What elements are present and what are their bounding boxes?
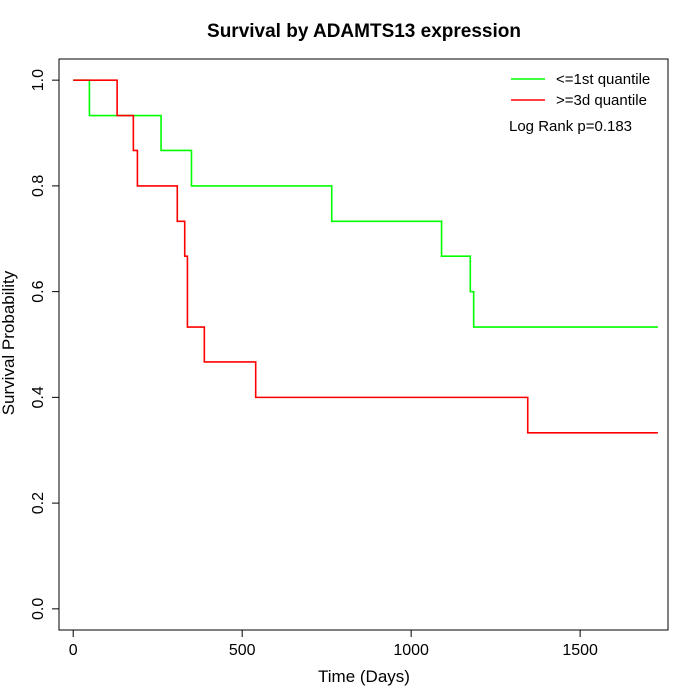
y-tick-label: 0.8 — [30, 175, 47, 197]
x-axis: 0 500 1000 1500 — [69, 629, 598, 659]
y-tick-label: 0.2 — [30, 492, 47, 514]
plot-frame — [58, 58, 669, 631]
x-tick-label: 500 — [229, 642, 256, 659]
series-line-2 — [73, 79, 658, 434]
legend-label-series-2: >=3d quantile — [556, 92, 647, 109]
legend: <=1st quantile >=3d quantile — [511, 71, 650, 109]
y-axis-label: Survival Probability — [0, 270, 18, 415]
chart-title: Survival by ADAMTS13 expression — [207, 21, 521, 42]
y-tick-label: 1.0 — [30, 69, 47, 91]
x-axis-label: Time (Days) — [318, 667, 410, 686]
y-tick-label: 0.6 — [30, 280, 47, 302]
legend-label-series-1: <=1st quantile — [556, 71, 650, 88]
x-tick-label: 1000 — [393, 642, 429, 659]
y-tick-label: 0.4 — [30, 386, 47, 408]
log-rank-annotation: Log Rank p=0.183 — [509, 118, 632, 135]
x-tick-label: 1500 — [562, 642, 598, 659]
y-tick-label: 0.0 — [30, 598, 47, 620]
x-tick-label: 0 — [69, 642, 78, 659]
series-layer — [73, 79, 658, 434]
y-axis: 0.0 0.2 0.4 0.6 0.8 1.0 — [30, 69, 60, 620]
